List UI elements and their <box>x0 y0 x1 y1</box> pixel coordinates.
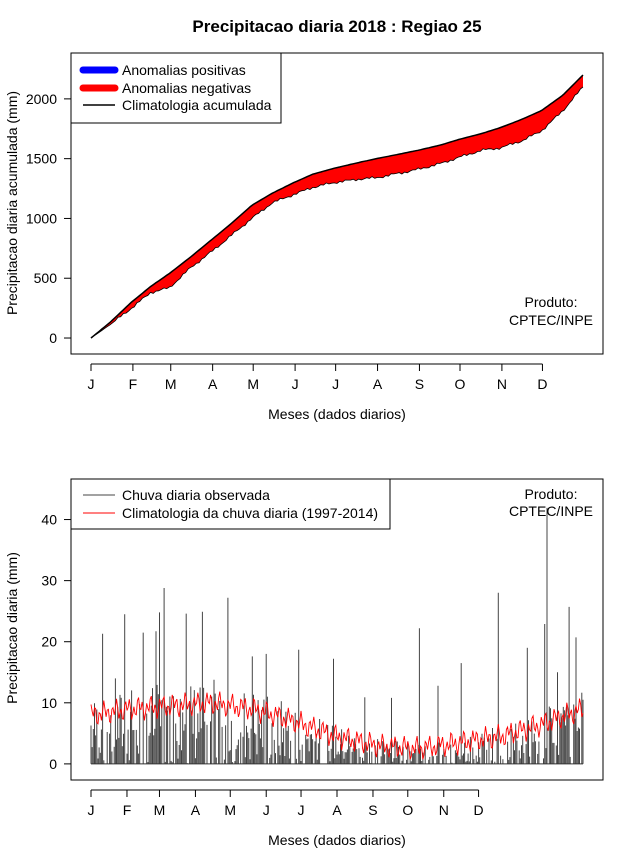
top-panel: 0 500 1000 1500 2000 J F M A M J J A S O N D Meses (dad… <box>4 52 604 422</box>
legend-label-climatology: Climatologia acumulada <box>122 97 272 113</box>
top-y-tick-label: 500 <box>34 270 58 286</box>
bottom-x-label: Meses (dados diarios) <box>268 832 406 848</box>
top-product-label-2: CPTEC/INPE <box>509 312 593 328</box>
bottom-x-tick-label: J <box>88 802 95 818</box>
bottom-y-tick-label: 30 <box>41 573 57 589</box>
top-x-tick-label: J <box>292 376 299 392</box>
negative-anomaly-area <box>91 75 583 338</box>
bottom-product-label-1: Produto: <box>525 486 578 502</box>
bottom-y-tick-label: 0 <box>49 756 57 772</box>
top-y-tick-label: 2000 <box>26 91 57 107</box>
top-product-label-1: Produto: <box>525 294 578 310</box>
bottom-x-tick-label: A <box>191 802 201 818</box>
top-x-tick-label: M <box>247 376 259 392</box>
top-y-axis: 0 500 1000 1500 2000 <box>26 91 72 346</box>
top-x-tick-label: J <box>332 376 339 392</box>
top-x-tick-label: M <box>165 376 177 392</box>
top-y-label: Precipitacao diaria acumulada (mm) <box>4 91 20 315</box>
top-x-tick-label: S <box>415 376 424 392</box>
top-x-tick-label: D <box>537 376 547 392</box>
legend-label-negative: Anomalias negativas <box>122 80 251 96</box>
bottom-y-label: Precipitacao diaria (mm) <box>4 552 20 704</box>
daily-bars-group <box>90 507 584 765</box>
bottom-x-tick-label: J <box>263 802 270 818</box>
climatology-cumulative-line <box>90 74 584 339</box>
top-x-tick-label: A <box>208 376 218 392</box>
bottom-legend: Chuva diaria observada Climatologia da c… <box>70 478 391 530</box>
top-y-tick-label: 1500 <box>26 151 57 167</box>
bottom-x-tick-label: F <box>123 802 132 818</box>
top-x-tick-label: J <box>88 376 95 392</box>
observed-cumulative-line <box>90 86 584 339</box>
legend-label-positive: Anomalias positivas <box>122 62 246 78</box>
bottom-x-tick-label: M <box>154 802 166 818</box>
bottom-x-tick-label: A <box>332 802 342 818</box>
bottom-legend-box <box>70 478 391 530</box>
anomaly-area-group <box>90 74 584 339</box>
daily-climatology-group <box>90 691 584 760</box>
bottom-x-tick-label: N <box>439 802 449 818</box>
chart-title: Precipitacao diaria 2018 : Regiao 25 <box>192 17 481 36</box>
bottom-x-tick-label: M <box>224 802 236 818</box>
legend-label-observed: Chuva diaria observada <box>122 487 270 503</box>
bottom-y-tick-label: 40 <box>41 512 57 528</box>
top-x-label: Meses (dados diarios) <box>268 406 406 422</box>
top-x-tick-label: N <box>497 376 507 392</box>
top-legend: Anomalias positivas Anomalias negativas … <box>70 52 282 124</box>
top-x-tick-label: F <box>129 376 138 392</box>
legend-label-daily-climatology: Climatologia da chuva diaria (1997-2014) <box>122 505 378 521</box>
bottom-x-tick-label: O <box>402 802 413 818</box>
bottom-y-tick-label: 20 <box>41 634 57 650</box>
top-y-tick-label: 0 <box>49 330 57 346</box>
bottom-product-label-2: CPTEC/INPE <box>509 503 593 519</box>
bottom-y-axis: 0 10 20 30 40 <box>41 512 72 772</box>
bottom-y-tick-label: 10 <box>41 695 57 711</box>
top-x-tick-label: A <box>373 376 383 392</box>
bottom-panel: 0 10 20 30 40 J F M A M J J A S O N D Meses (dados diar… <box>4 478 604 848</box>
top-x-tick-label: O <box>455 376 466 392</box>
bottom-x-tick-label: J <box>298 802 305 818</box>
daily-climatology-line <box>90 691 584 760</box>
bottom-x-tick-label: D <box>474 802 484 818</box>
bottom-x-tick-label: S <box>368 802 377 818</box>
top-y-tick-label: 1000 <box>26 210 57 226</box>
